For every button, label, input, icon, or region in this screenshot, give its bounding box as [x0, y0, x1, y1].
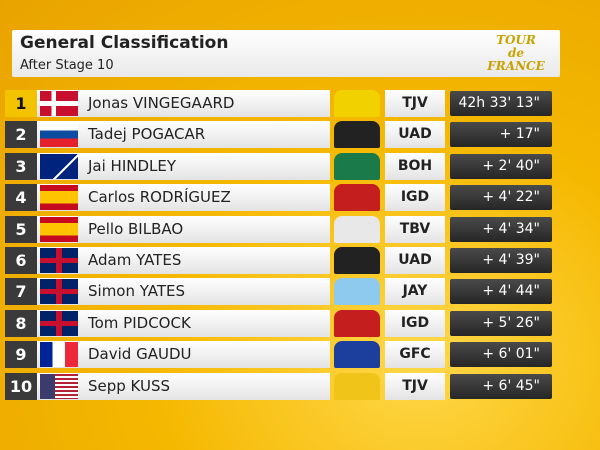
team-bar [385, 184, 445, 212]
team-code: IGD [400, 189, 430, 206]
flag [40, 310, 78, 336]
time-gap: + 4' 44" [450, 279, 552, 305]
time-gap: + 17" [450, 122, 552, 148]
team-bar [385, 247, 445, 274]
rank: 8 [5, 309, 37, 337]
team-code: UAD [398, 126, 432, 143]
flag [40, 91, 78, 116]
row-bar [35, 121, 330, 149]
flag [40, 153, 78, 179]
rider-name: Carlos RODRÍGUEZ [88, 188, 231, 207]
rank: 9 [5, 341, 37, 369]
jersey [334, 215, 380, 243]
jersey [334, 341, 380, 369]
jersey [334, 184, 380, 212]
time-gap: 42h 33' 13" [450, 91, 552, 116]
rider-name: Tom PIDCOCK [88, 313, 191, 332]
row-bar [35, 152, 330, 180]
flag [40, 122, 78, 148]
flag [40, 248, 78, 273]
jersey [334, 278, 380, 306]
jersey [334, 372, 380, 400]
flag [40, 342, 78, 368]
team-bar [385, 341, 445, 369]
team-bar [385, 372, 445, 400]
rank: 7 [5, 278, 37, 306]
rank: 3 [5, 152, 37, 180]
team-code: UAD [398, 252, 432, 268]
time-gap: + 6' 45" [450, 373, 552, 399]
team-bar [385, 278, 445, 306]
row-bar [35, 215, 330, 243]
subtitle: After Stage 10 [20, 58, 114, 73]
team-code: IGD [400, 314, 430, 331]
rider-name: Pello BILBAO [88, 219, 184, 238]
row-bar [35, 90, 330, 117]
row-bar [35, 184, 330, 212]
team-bar [385, 121, 445, 149]
rider-name: Tadej POGACAR [88, 125, 206, 144]
time-gap: + 6' 01" [450, 342, 552, 368]
row-bar [35, 247, 330, 274]
header-panel [12, 30, 560, 77]
rider-name: Adam YATES [88, 251, 182, 269]
rank: 5 [5, 215, 37, 243]
flag [40, 279, 78, 305]
rider-name: David GAUDU [88, 345, 192, 364]
team-code: TJV [402, 95, 428, 111]
logo: TOUR de FRANCE [487, 33, 545, 73]
jersey [334, 90, 380, 117]
rank: 4 [5, 184, 37, 212]
time-gap: + 5' 26" [450, 310, 552, 336]
jersey [334, 152, 380, 180]
team-code: GFC [399, 346, 431, 363]
jersey [334, 247, 380, 274]
rider-name: Sepp KUSS [88, 376, 171, 395]
team-bar [385, 152, 445, 180]
row-bar [35, 278, 330, 306]
team-code: TJV [402, 377, 428, 394]
team-bar [385, 215, 445, 243]
title: General Classification [20, 33, 229, 53]
time-gap: + 4' 22" [450, 185, 552, 211]
time-gap: + 4' 34" [450, 216, 552, 242]
rank: 10 [5, 372, 37, 400]
team-bar [385, 309, 445, 337]
team-code: JAY [402, 283, 428, 300]
rider-name: Simon YATES [88, 282, 186, 301]
time-gap: + 4' 39" [450, 248, 552, 273]
rank: 6 [5, 247, 37, 274]
row-bar [35, 341, 330, 369]
rider-name: Jonas VINGEGAARD [88, 94, 235, 112]
flag [40, 216, 78, 242]
team-code: TBV [399, 220, 431, 237]
jersey [334, 309, 380, 337]
rank: 2 [5, 121, 37, 149]
team-bar [385, 90, 445, 117]
row-bar [35, 309, 330, 337]
team-code: BOH [397, 157, 433, 174]
jersey [334, 121, 380, 149]
time-gap: + 2' 40" [450, 153, 552, 179]
flag [40, 185, 78, 211]
flag [40, 373, 78, 399]
rank: 1 [5, 90, 37, 117]
row-bar [35, 372, 330, 400]
rider-name: Jai HINDLEY [88, 156, 177, 175]
